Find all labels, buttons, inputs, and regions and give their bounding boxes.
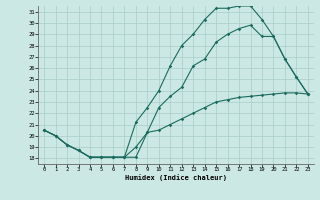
- X-axis label: Humidex (Indice chaleur): Humidex (Indice chaleur): [125, 175, 227, 181]
